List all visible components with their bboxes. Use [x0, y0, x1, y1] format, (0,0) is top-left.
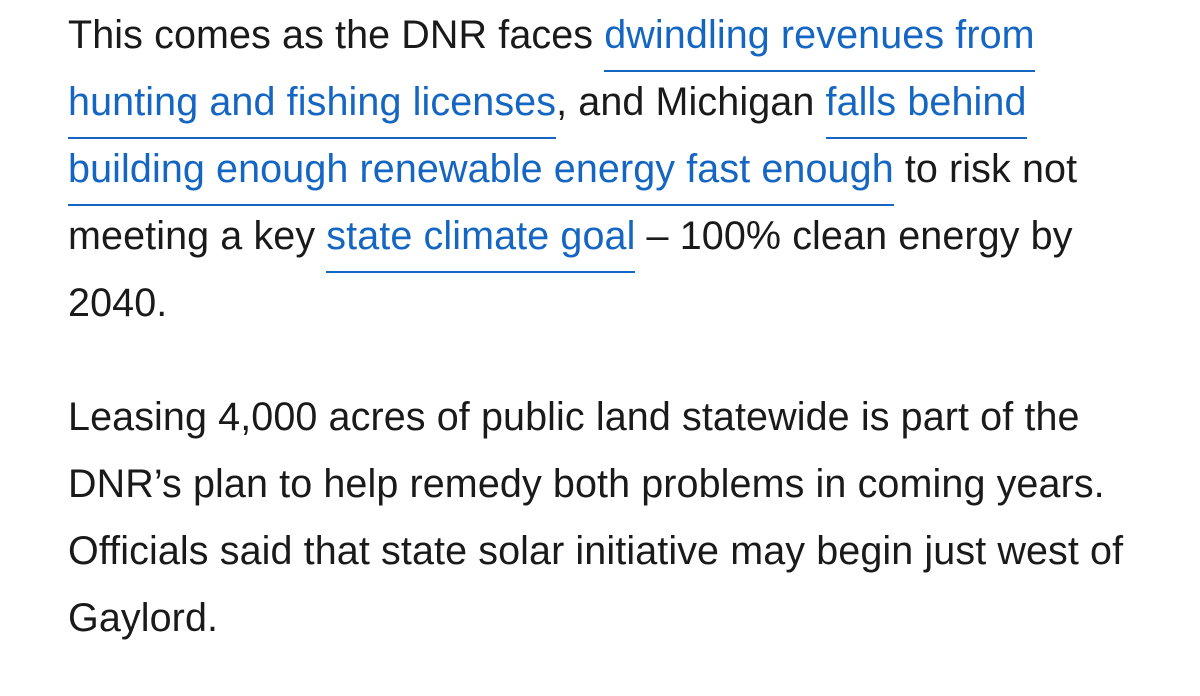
article-body: This comes as the DNR faces dwindling re… — [68, 0, 1148, 652]
link-dwindling-revenues[interactable]: dwindling revenues from hunting and fish… — [68, 13, 1035, 139]
paragraph-leasing-public-land: Leasing 4,000 acres of public land state… — [68, 395, 1124, 640]
paragraph-dnr-revenues: This comes as the DNR faces dwindling re… — [68, 0, 1148, 337]
text-segment: – 100% clean energy by 2040. — [68, 214, 1073, 325]
link-falls-behind-renewable-energy[interactable]: falls behind building enough renewable e… — [68, 80, 1027, 206]
link-state-climate-goal[interactable]: state climate goal — [326, 214, 636, 273]
text-segment: This comes as the DNR faces — [68, 13, 605, 57]
text-segment: to risk not meeting a key — [68, 147, 1078, 258]
text-segment: , and Michigan — [556, 80, 826, 124]
